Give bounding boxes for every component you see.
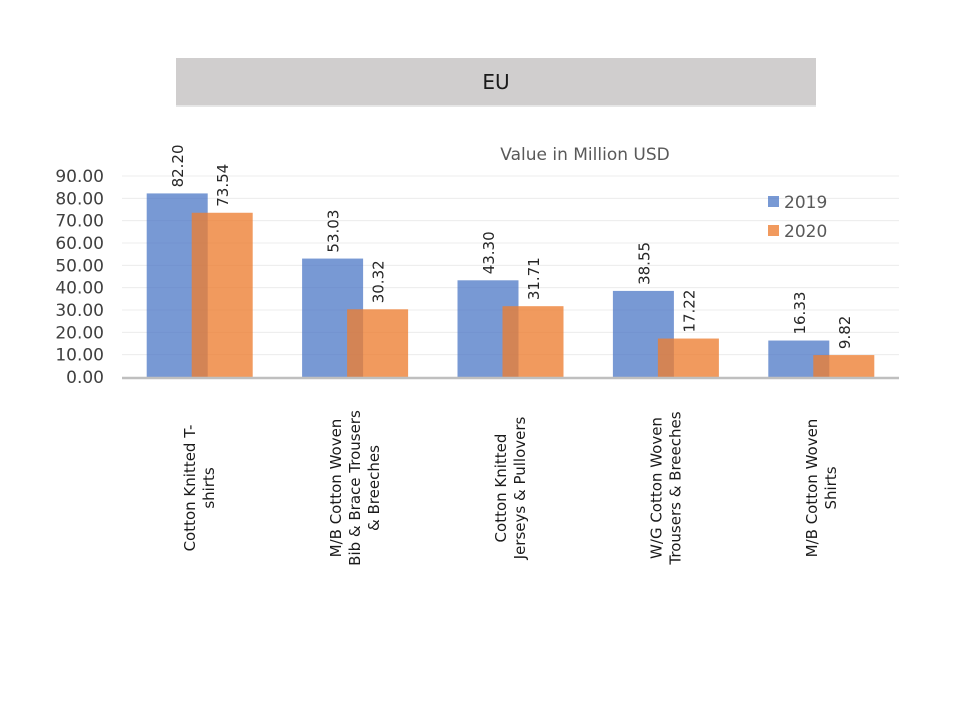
y-tick-label: 20.00 bbox=[55, 323, 104, 343]
y-tick-label: 30.00 bbox=[55, 301, 104, 321]
y-tick-label: 0.00 bbox=[66, 368, 104, 388]
category-label-line: W/G Cotton Woven bbox=[647, 417, 665, 559]
y-tick-label: 40.00 bbox=[55, 279, 104, 299]
y-tick-label: 60.00 bbox=[55, 234, 104, 254]
y-tick-label: 10.00 bbox=[55, 346, 104, 366]
category-label-line: M/B Cotton Woven bbox=[327, 419, 345, 558]
category-label-line: Cotton Knitted T- bbox=[181, 425, 199, 552]
y-tick-label: 50.00 bbox=[55, 256, 104, 276]
bar-2020 bbox=[813, 355, 875, 377]
category-labels: Cotton Knitted T-shirts M/B Cotton Woven B… bbox=[181, 410, 840, 566]
y-tick-label: 70.00 bbox=[55, 212, 104, 232]
data-label-2019: 82.20 bbox=[169, 144, 187, 187]
data-label-2019: 43.30 bbox=[480, 231, 498, 274]
category-label-line: & Breeches bbox=[365, 445, 383, 531]
category-label-line: Shirts bbox=[822, 466, 840, 509]
data-labels: 82.20 73.54 53.03 30.32 43.30 31.71 38.55 17.22… bbox=[169, 144, 854, 349]
legend-swatch-2019 bbox=[768, 196, 779, 207]
bar-2020 bbox=[657, 338, 719, 377]
data-label-2019: 38.55 bbox=[635, 242, 653, 285]
category-label: W/G Cotton Woven Trousers & Breeches bbox=[647, 411, 684, 565]
legend: 2019 2020 bbox=[768, 193, 827, 242]
chart-title: EU bbox=[482, 69, 510, 94]
bar-2020 bbox=[191, 212, 253, 377]
y-tick-label: 90.00 bbox=[55, 167, 104, 187]
category-label-line: Jerseys & Pullovers bbox=[511, 416, 529, 560]
legend-label-2020: 2020 bbox=[784, 222, 827, 242]
category-label-line: Bib & Brace Trousers bbox=[346, 410, 364, 566]
category-label: Cotton Knitted T-shirts bbox=[181, 425, 218, 552]
category-label-line: shirts bbox=[200, 467, 218, 509]
category-label-line: Cotton Knitted bbox=[492, 434, 510, 543]
chart-title-banner: EU bbox=[176, 58, 816, 107]
category-label: M/B Cotton Woven Bib & Brace Trousers & Br… bbox=[327, 410, 383, 566]
data-label-2020: 17.22 bbox=[680, 290, 698, 333]
data-label-2020: 31.71 bbox=[525, 257, 543, 300]
category-label: M/B Cotton Woven Shirts bbox=[803, 419, 840, 558]
category-label-line: M/B Cotton Woven bbox=[803, 419, 821, 558]
bars bbox=[146, 193, 875, 377]
y-tick-label: 80.00 bbox=[55, 189, 104, 209]
legend-label-2019: 2019 bbox=[784, 193, 827, 213]
data-label-2019: 16.33 bbox=[791, 292, 809, 335]
data-label-2020: 73.54 bbox=[214, 164, 232, 207]
bar-2020 bbox=[502, 306, 564, 377]
data-label-2020: 30.32 bbox=[370, 260, 388, 303]
legend-swatch-2020 bbox=[768, 225, 779, 236]
bar-2020 bbox=[347, 309, 409, 377]
category-label: Cotton Knitted Jerseys & Pullovers bbox=[492, 416, 529, 560]
data-label-2019: 53.03 bbox=[325, 210, 343, 253]
category-label-line: Trousers & Breeches bbox=[666, 411, 684, 565]
chart-subtitle: Value in Million USD bbox=[500, 145, 669, 165]
data-label-2020: 9.82 bbox=[836, 316, 854, 349]
